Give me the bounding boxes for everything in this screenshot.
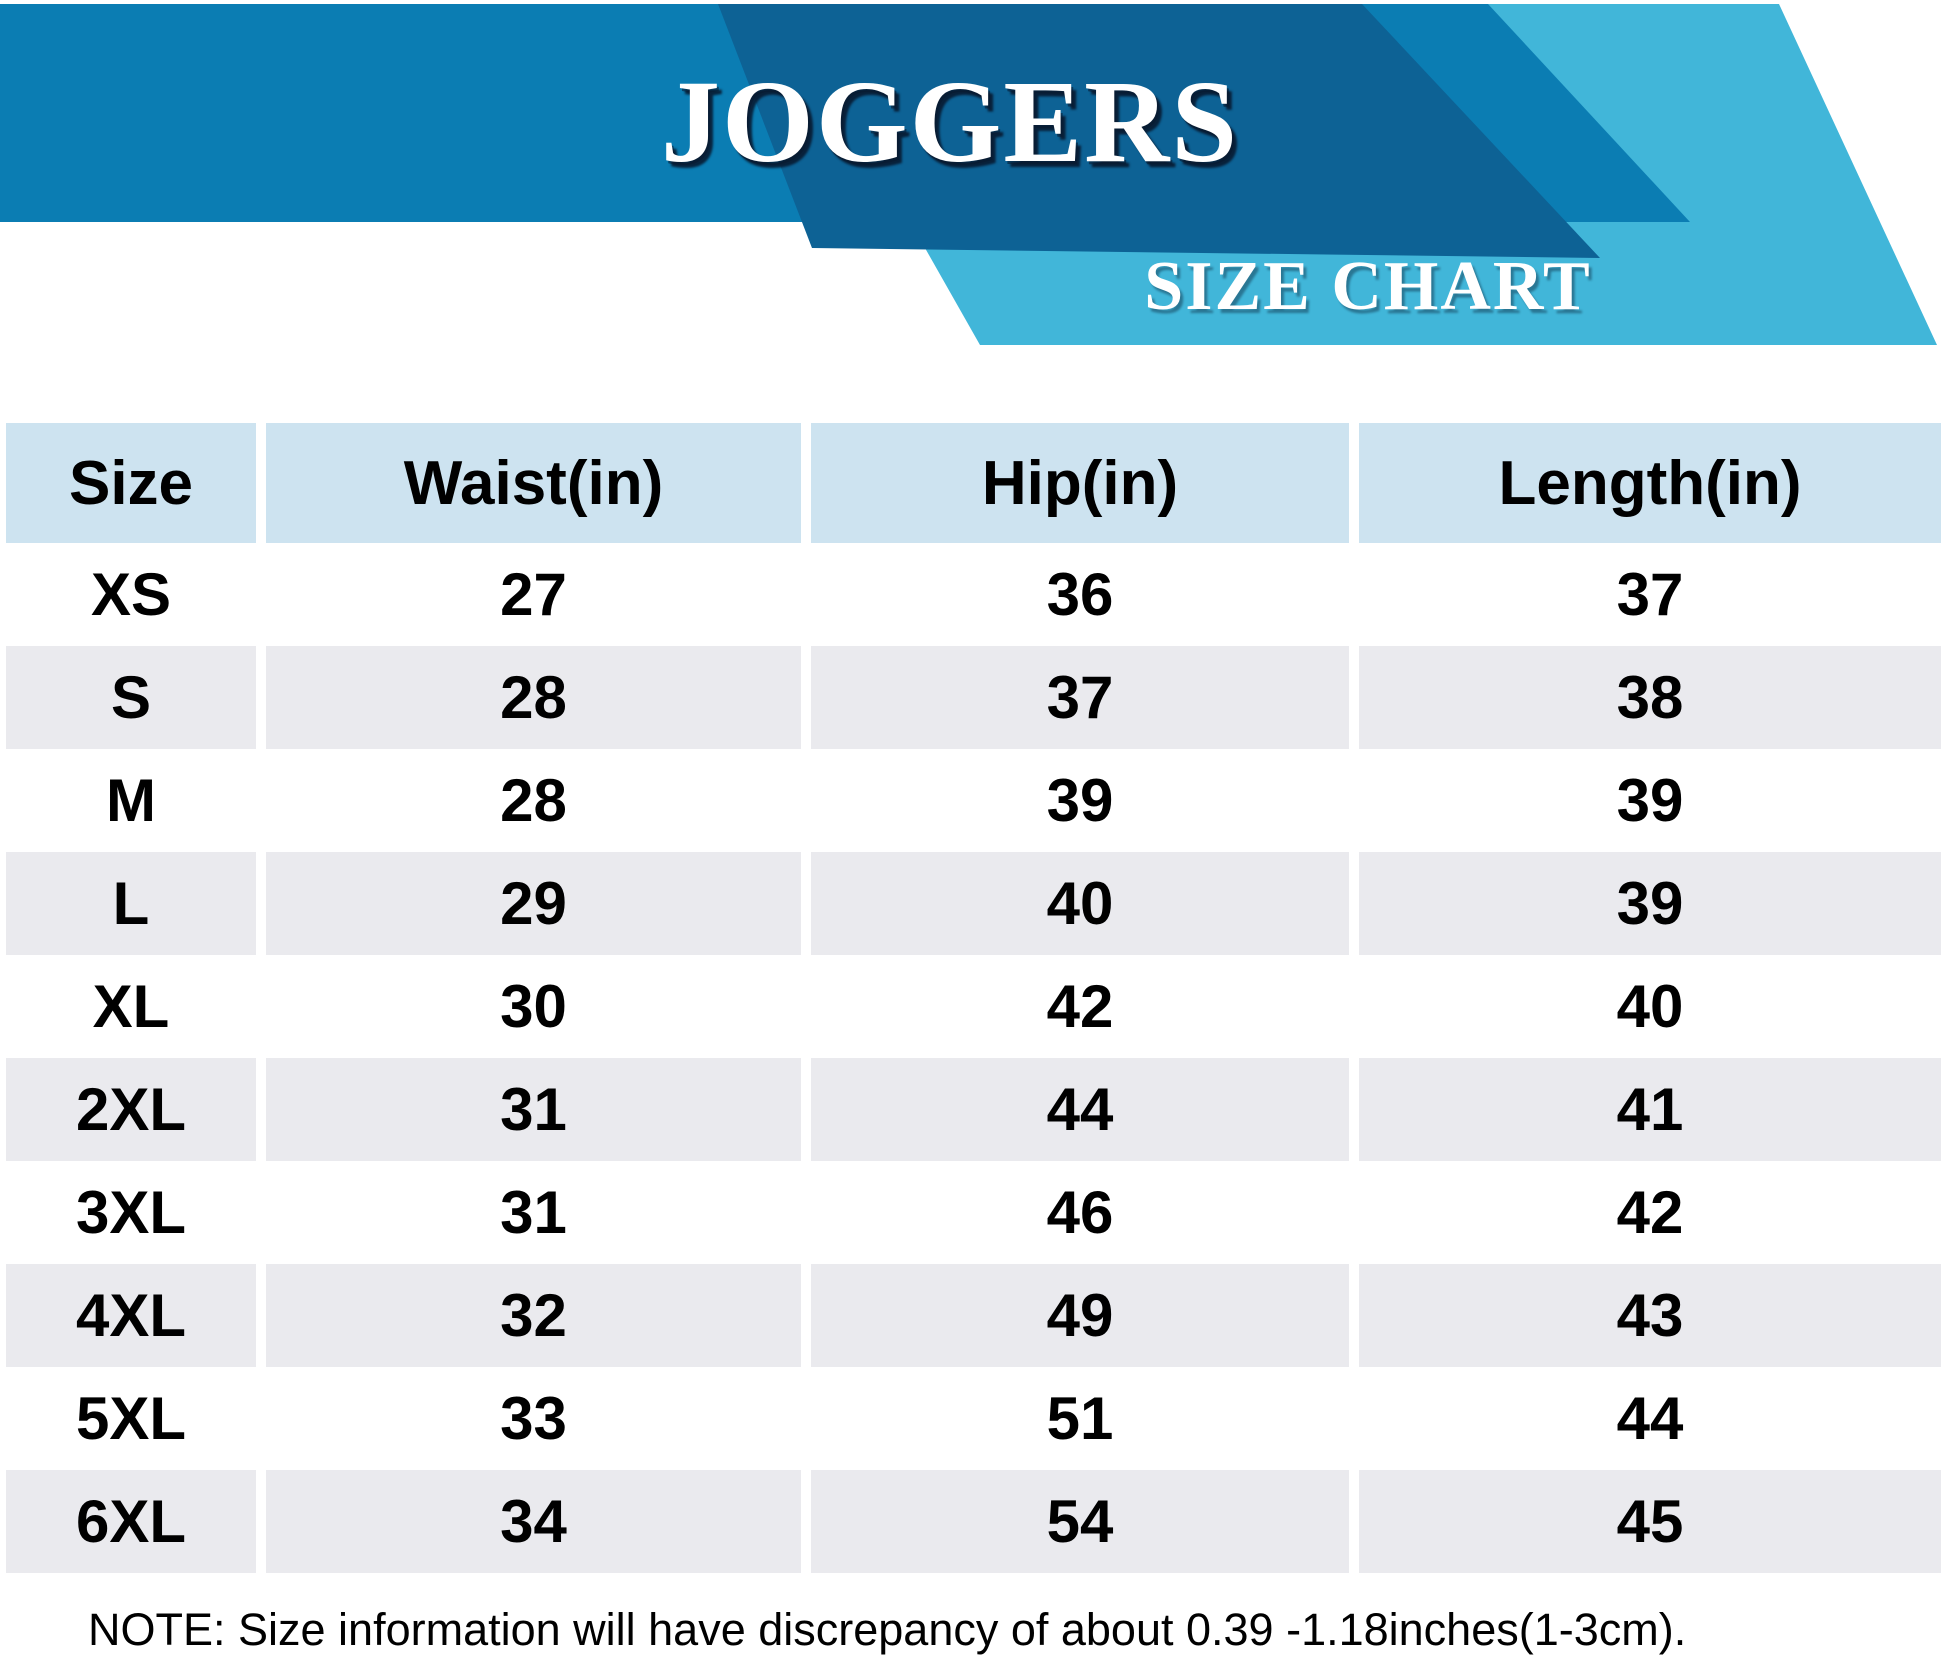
waist-value-cell: 32 — [266, 1264, 801, 1367]
size-discrepancy-note: NOTE: Size information will have discrep… — [88, 1604, 1687, 1655]
length-value-cell: 39 — [1359, 852, 1941, 955]
waist-value-cell: 28 — [266, 749, 801, 852]
column-header-length: Length(in) — [1359, 423, 1941, 543]
hip-value-cell: 36 — [811, 543, 1349, 646]
hip-value-cell: 46 — [811, 1161, 1349, 1264]
size-label-cell: 3XL — [6, 1161, 256, 1264]
hip-value-cell: 40 — [811, 852, 1349, 955]
hip-value-cell: 42 — [811, 955, 1349, 1058]
waist-value-cell: 27 — [266, 543, 801, 646]
length-value-cell: 40 — [1359, 955, 1941, 1058]
column-header-size: Size — [6, 423, 256, 543]
waist-value-cell: 31 — [266, 1161, 801, 1264]
size-label-cell: S — [6, 646, 256, 749]
banner-dark-panel-shape — [718, 4, 1600, 258]
size-label-cell: 5XL — [6, 1367, 256, 1470]
banner-subtitle: SIZE CHART — [1144, 248, 1592, 325]
size-label-cell: 6XL — [6, 1470, 256, 1573]
hip-value-cell: 54 — [811, 1470, 1349, 1573]
size-label-cell: 2XL — [6, 1058, 256, 1161]
length-value-cell: 41 — [1359, 1058, 1941, 1161]
waist-value-cell: 30 — [266, 955, 801, 1058]
banner-title: JOGGERS — [661, 56, 1239, 187]
hip-value-cell: 37 — [811, 646, 1349, 749]
waist-value-cell: 29 — [266, 852, 801, 955]
size-label-cell: XS — [6, 543, 256, 646]
length-value-cell: 43 — [1359, 1264, 1941, 1367]
length-value-cell: 42 — [1359, 1161, 1941, 1264]
length-value-cell: 38 — [1359, 646, 1941, 749]
hip-value-cell: 39 — [811, 749, 1349, 852]
length-value-cell: 45 — [1359, 1470, 1941, 1573]
column-header-hip: Hip(in) — [811, 423, 1349, 543]
length-value-cell: 37 — [1359, 543, 1941, 646]
hip-value-cell: 49 — [811, 1264, 1349, 1367]
size-label-cell: L — [6, 852, 256, 955]
hip-value-cell: 44 — [811, 1058, 1349, 1161]
size-table: Size Waist(in) Hip(in) Length(in) XS 27 36… — [6, 423, 1941, 1573]
length-value-cell: 39 — [1359, 749, 1941, 852]
waist-value-cell: 31 — [266, 1058, 801, 1161]
size-label-cell: XL — [6, 955, 256, 1058]
size-label-cell: M — [6, 749, 256, 852]
length-value-cell: 44 — [1359, 1367, 1941, 1470]
waist-value-cell: 34 — [266, 1470, 801, 1573]
waist-value-cell: 28 — [266, 646, 801, 749]
banner-background — [0, 4, 1937, 345]
column-header-waist: Waist(in) — [266, 423, 801, 543]
size-label-cell: 4XL — [6, 1264, 256, 1367]
hip-value-cell: 51 — [811, 1367, 1349, 1470]
waist-value-cell: 33 — [266, 1367, 801, 1470]
